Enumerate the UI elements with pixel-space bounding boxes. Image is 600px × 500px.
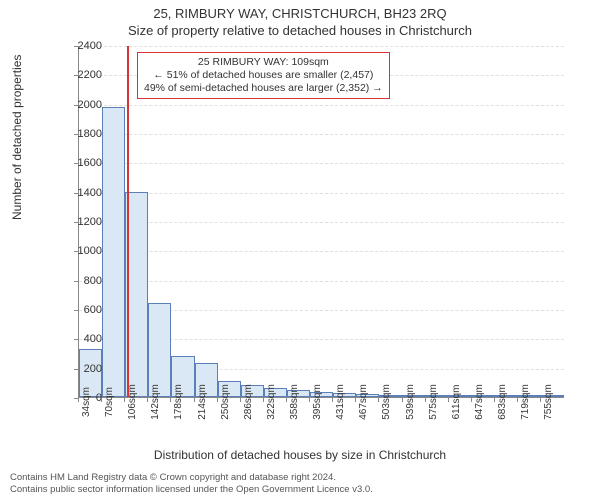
y-axis-label: Number of detached properties (10, 55, 24, 220)
xtick-mark (147, 398, 148, 402)
plot-region: 25 RIMBURY WAY: 109sqm← 51% of detached … (78, 46, 564, 398)
footer-line-1: Contains HM Land Registry data © Crown c… (10, 472, 590, 484)
ytick-label: 2200 (62, 69, 102, 81)
xtick-label: 719sqm (520, 384, 531, 420)
gridline-h (79, 163, 564, 164)
ytick-label: 400 (62, 333, 102, 345)
xtick-label: 539sqm (405, 384, 416, 420)
ytick-mark (74, 163, 78, 164)
xtick-label: 286sqm (243, 384, 254, 420)
xtick-mark (471, 398, 472, 402)
ytick-label: 2000 (62, 99, 102, 111)
property-marker-line (127, 46, 129, 397)
ytick-mark (74, 75, 78, 76)
ytick-mark (74, 281, 78, 282)
xtick-mark (332, 398, 333, 402)
chart-title-main: 25, RIMBURY WAY, CHRISTCHURCH, BH23 2RQ (0, 6, 600, 21)
xtick-label: 395sqm (312, 384, 323, 420)
xtick-label: 106sqm (127, 384, 138, 420)
ytick-label: 1200 (62, 216, 102, 228)
ytick-mark (74, 251, 78, 252)
gridline-h (79, 281, 564, 282)
xtick-mark (78, 398, 79, 402)
xtick-mark (240, 398, 241, 402)
xtick-mark (194, 398, 195, 402)
gridline-h (79, 105, 564, 106)
xtick-label: 214sqm (197, 384, 208, 420)
ytick-mark (74, 134, 78, 135)
annotation-line-2: ← 51% of detached houses are smaller (2,… (144, 69, 383, 82)
chart-title-block: 25, RIMBURY WAY, CHRISTCHURCH, BH23 2RQ … (0, 0, 600, 38)
xtick-mark (448, 398, 449, 402)
xtick-mark (425, 398, 426, 402)
xtick-label: 683sqm (497, 384, 508, 420)
xtick-label: 322sqm (266, 384, 277, 420)
annotation-line-1: 25 RIMBURY WAY: 109sqm (144, 56, 383, 69)
xtick-label: 503sqm (381, 384, 392, 420)
ytick-mark (74, 310, 78, 311)
ytick-mark (74, 369, 78, 370)
xtick-label: 34sqm (81, 387, 92, 417)
histogram-bar (148, 303, 171, 397)
chart-area: 25 RIMBURY WAY: 109sqm← 51% of detached … (48, 46, 564, 430)
footer-attribution: Contains HM Land Registry data © Crown c… (10, 472, 590, 496)
xtick-label: 142sqm (150, 384, 161, 420)
xtick-mark (286, 398, 287, 402)
xtick-label: 70sqm (104, 387, 115, 417)
x-axis-label: Distribution of detached houses by size … (0, 448, 600, 462)
ytick-label: 600 (62, 304, 102, 316)
ytick-label: 2400 (62, 40, 102, 52)
xtick-mark (124, 398, 125, 402)
xtick-mark (517, 398, 518, 402)
xtick-label: 178sqm (173, 384, 184, 420)
xtick-mark (402, 398, 403, 402)
ytick-mark (74, 339, 78, 340)
annotation-box: 25 RIMBURY WAY: 109sqm← 51% of detached … (137, 52, 390, 99)
xtick-mark (540, 398, 541, 402)
xtick-label: 647sqm (474, 384, 485, 420)
xtick-label: 611sqm (451, 385, 462, 420)
xtick-mark (101, 398, 102, 402)
xtick-mark (263, 398, 264, 402)
gridline-h (79, 134, 564, 135)
histogram-bar (102, 107, 125, 397)
gridline-h (79, 46, 564, 47)
xtick-mark (217, 398, 218, 402)
xtick-label: 250sqm (220, 384, 231, 420)
ytick-mark (74, 222, 78, 223)
annotation-line-3: 49% of semi-detached houses are larger (… (144, 82, 383, 95)
gridline-h (79, 251, 564, 252)
ytick-mark (74, 193, 78, 194)
ytick-label: 1400 (62, 187, 102, 199)
footer-line-2: Contains public sector information licen… (10, 484, 590, 496)
xtick-mark (309, 398, 310, 402)
xtick-label: 755sqm (543, 384, 554, 420)
ytick-label: 800 (62, 275, 102, 287)
xtick-label: 358sqm (289, 384, 300, 420)
xtick-mark (355, 398, 356, 402)
ytick-label: 200 (62, 363, 102, 375)
xtick-mark (494, 398, 495, 402)
chart-title-sub: Size of property relative to detached ho… (0, 23, 600, 38)
ytick-label: 1000 (62, 245, 102, 257)
gridline-h (79, 222, 564, 223)
ytick-mark (74, 105, 78, 106)
xtick-label: 575sqm (428, 384, 439, 420)
xtick-label: 467sqm (358, 384, 369, 420)
ytick-label: 1800 (62, 128, 102, 140)
ytick-mark (74, 46, 78, 47)
ytick-label: 1600 (62, 157, 102, 169)
xtick-mark (170, 398, 171, 402)
xtick-label: 431sqm (335, 384, 346, 420)
gridline-h (79, 193, 564, 194)
xtick-mark (378, 398, 379, 402)
